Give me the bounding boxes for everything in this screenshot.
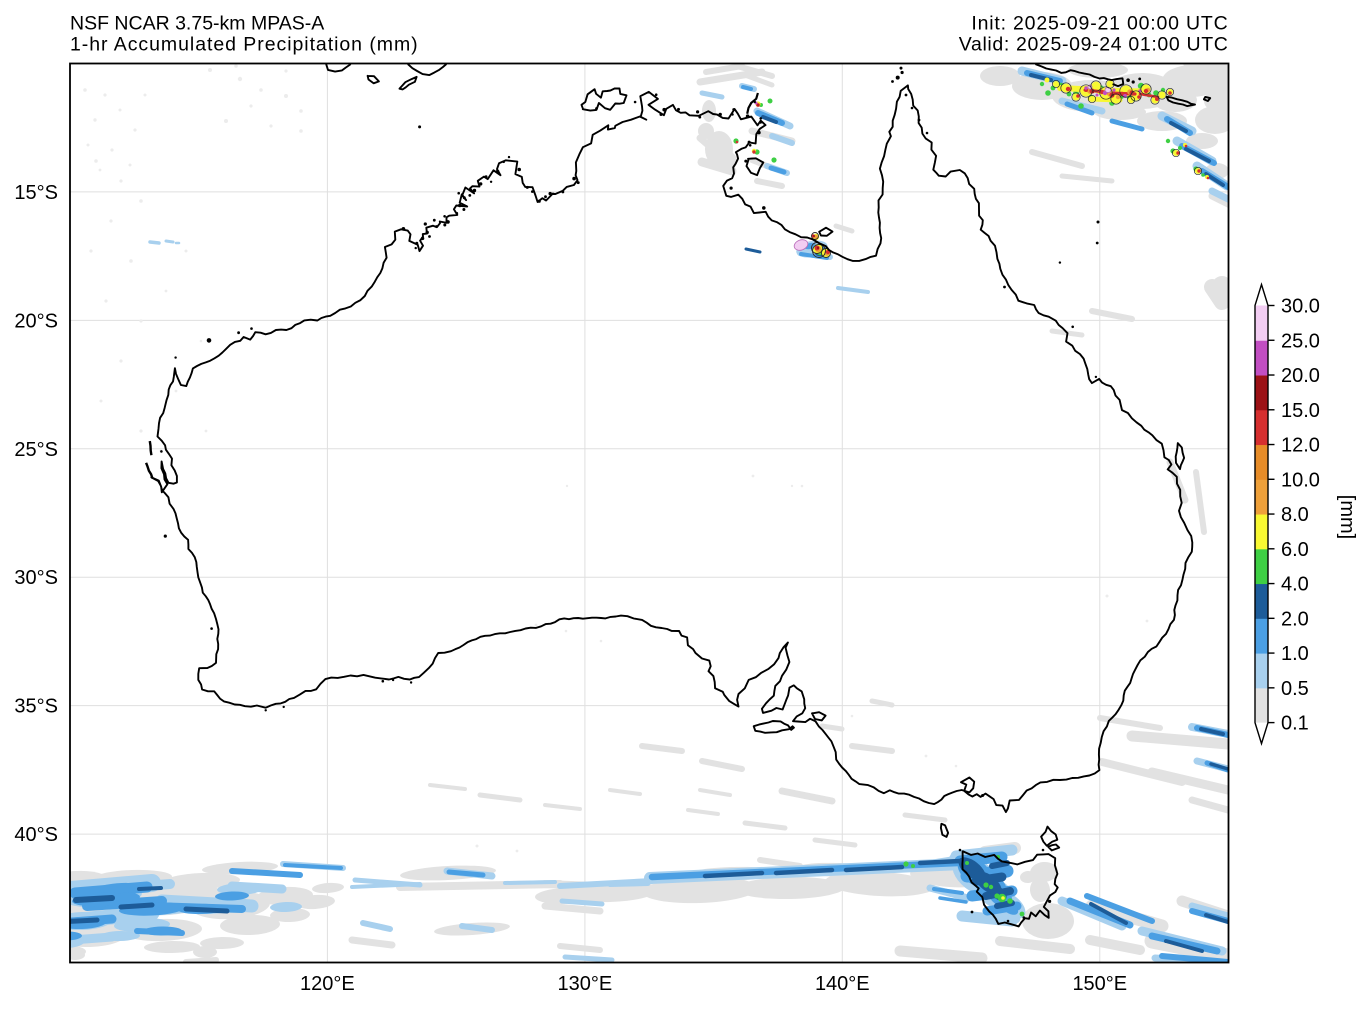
svg-text:30°S: 30°S <box>14 567 58 589</box>
svg-text:15.0: 15.0 <box>1281 400 1320 422</box>
svg-text:NSF NCAR 3.75-km MPAS-A: NSF NCAR 3.75-km MPAS-A <box>70 13 324 35</box>
svg-text:30.0: 30.0 <box>1281 296 1320 318</box>
svg-text:8.0: 8.0 <box>1281 504 1309 526</box>
svg-text:1.0: 1.0 <box>1281 643 1309 665</box>
svg-text:10.0: 10.0 <box>1281 469 1320 491</box>
svg-text:150°E: 150°E <box>1072 973 1127 995</box>
svg-text:12.0: 12.0 <box>1281 435 1320 457</box>
svg-text:2.0: 2.0 <box>1281 608 1309 630</box>
svg-text:40°S: 40°S <box>14 824 58 846</box>
svg-text:140°E: 140°E <box>815 973 870 995</box>
svg-text:25°S: 25°S <box>14 439 58 461</box>
svg-text:Valid: 2025-09-24 01:00 UTC: Valid: 2025-09-24 01:00 UTC <box>959 34 1229 56</box>
svg-text:[mm]: [mm] <box>1336 495 1358 539</box>
svg-text:1-hr Accumulated Precipitation: 1-hr Accumulated Precipitation (mm) <box>70 34 419 56</box>
svg-text:0.1: 0.1 <box>1281 713 1309 735</box>
svg-text:25.0: 25.0 <box>1281 330 1320 352</box>
svg-text:20°S: 20°S <box>14 310 58 332</box>
svg-text:120°E: 120°E <box>300 973 355 995</box>
svg-text:20.0: 20.0 <box>1281 365 1320 387</box>
svg-text:6.0: 6.0 <box>1281 539 1309 561</box>
svg-text:35°S: 35°S <box>14 696 58 718</box>
svg-text:130°E: 130°E <box>558 973 613 995</box>
svg-text:Init: 2025-09-21 00:00 UTC: Init: 2025-09-21 00:00 UTC <box>971 13 1228 35</box>
svg-text:15°S: 15°S <box>14 182 58 204</box>
svg-text:0.5: 0.5 <box>1281 678 1309 700</box>
svg-text:4.0: 4.0 <box>1281 574 1309 596</box>
